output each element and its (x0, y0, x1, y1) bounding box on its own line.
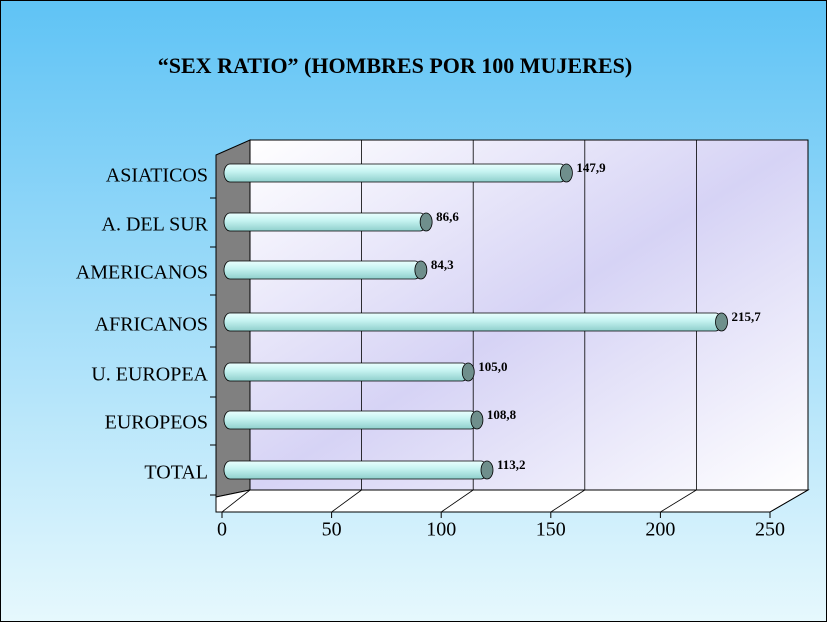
y-tick-label: EUROPEOS (105, 412, 208, 434)
y-tick-label: TOTAL (144, 462, 208, 484)
bar-cap (715, 312, 728, 332)
floor-grid-line (660, 489, 697, 513)
floor (215, 489, 810, 513)
bar (223, 260, 422, 280)
floor-grid-line (440, 489, 474, 513)
bar-cap (461, 362, 475, 382)
bar (223, 362, 469, 382)
value-label: 215,7 (732, 309, 762, 324)
bar (223, 163, 567, 183)
value-label: 147,9 (576, 160, 606, 175)
value-label: 84,3 (431, 257, 454, 272)
chart-title: “SEX RATIO” (HOMBRES POR 100 MUJERES) (158, 53, 632, 78)
x-tick-label: 0 (217, 519, 227, 541)
y-tick-label: U. EUROPEA (91, 364, 208, 386)
bar-cap (470, 410, 484, 430)
bar-cap (559, 163, 573, 183)
value-label: 105,0 (478, 359, 507, 374)
y-tick-label: AMERICANOS (76, 262, 208, 284)
x-tick-label: 250 (755, 519, 785, 541)
bar (223, 460, 488, 480)
floor-grid-line (221, 489, 251, 513)
bar-cap (414, 260, 428, 280)
x-tick-label: 150 (536, 519, 566, 541)
x-tick-label: 200 (645, 519, 675, 541)
bar (223, 312, 722, 332)
y-tick-label: A. DEL SUR (102, 214, 209, 236)
value-label: 113,2 (497, 457, 526, 472)
y-tick-label: AFRICANOS (95, 314, 208, 336)
floor-grid-line (331, 489, 362, 513)
bar-cap (419, 212, 433, 232)
x-tick-label: 100 (426, 519, 456, 541)
x-tick-label: 50 (322, 519, 342, 541)
floor-grid-line (769, 489, 809, 513)
value-label: 108,8 (487, 407, 517, 422)
bar (223, 410, 478, 430)
value-label: 86,6 (436, 209, 459, 224)
bar-cap (480, 460, 494, 480)
y-tick-label: ASIATICOS (106, 165, 208, 187)
bar (223, 212, 427, 232)
floor-grid-line (550, 489, 586, 513)
